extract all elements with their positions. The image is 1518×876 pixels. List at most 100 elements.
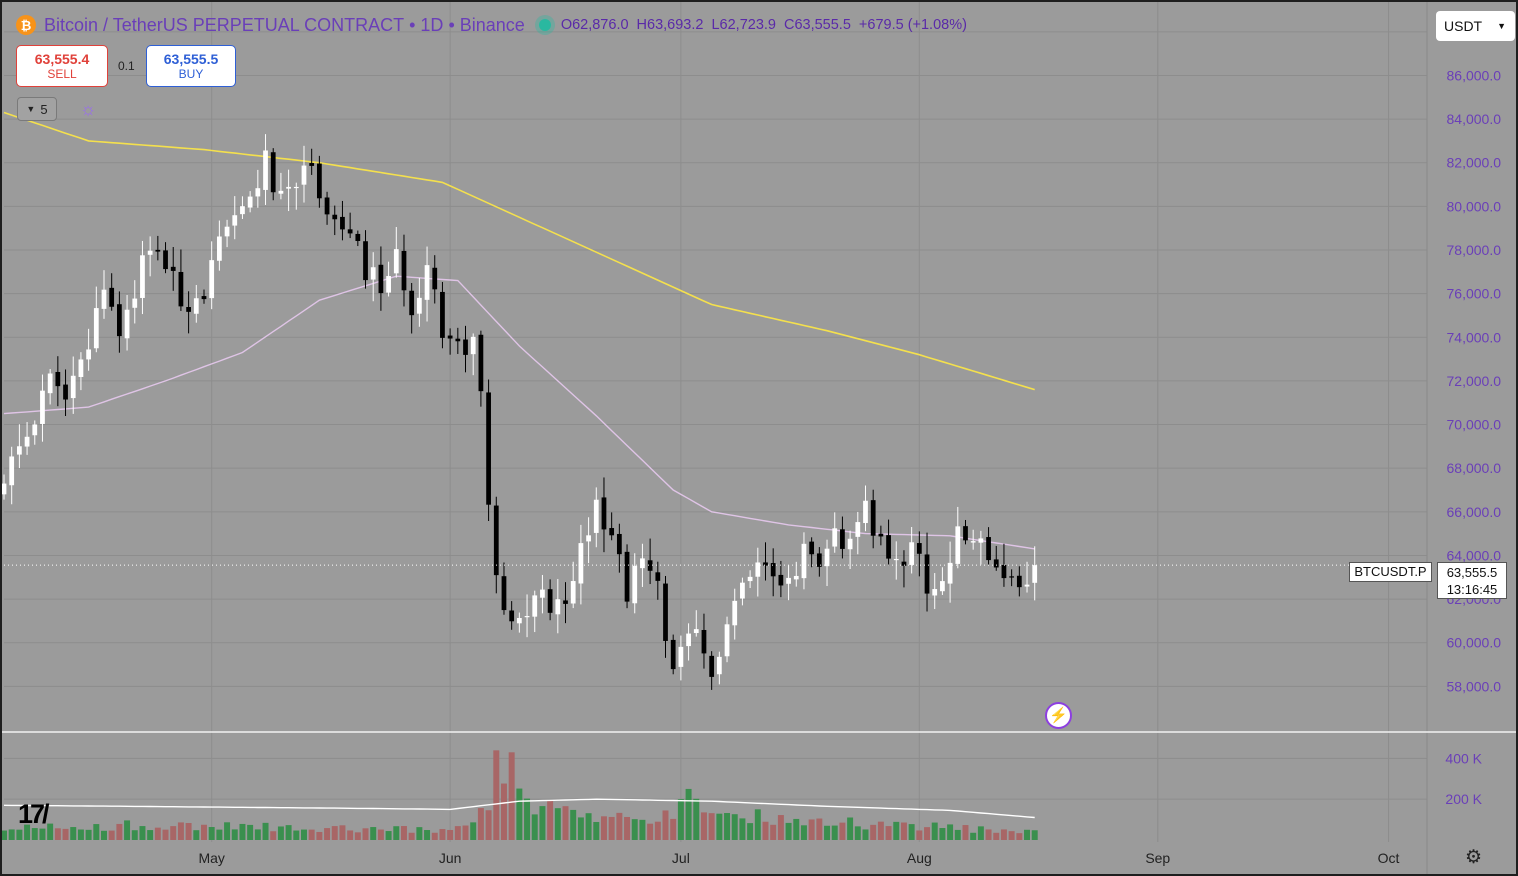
volume-bar <box>647 823 654 840</box>
candle-body <box>963 526 968 541</box>
volume-bar <box>870 824 877 840</box>
candle-body <box>801 543 807 579</box>
buy-button[interactable]: 63,555.5 BUY <box>146 45 236 87</box>
price-axis-label: 72,000.0 <box>1447 373 1502 389</box>
volume-bar <box>831 825 838 840</box>
volume-bar <box>400 826 407 840</box>
volume-bar <box>762 821 769 840</box>
time-axis-label: Oct <box>1378 850 1400 866</box>
candle-body <box>370 267 376 280</box>
candle-body <box>55 371 61 387</box>
volume-bar <box>539 806 546 840</box>
candle-body <box>524 616 530 618</box>
candle-body <box>163 250 168 270</box>
volume-bar <box>54 828 61 840</box>
candle-body <box>178 271 184 307</box>
candle-body <box>640 558 645 569</box>
volume-bar <box>424 830 431 840</box>
volume-bar <box>124 820 131 840</box>
indicators-toggle-button[interactable]: ▼ 5 <box>17 97 57 121</box>
tradingview-logo[interactable]: 17/ <box>18 799 50 829</box>
candle-body <box>970 541 976 543</box>
price-axis-label: 64,000.0 <box>1447 547 1502 563</box>
candle-body <box>878 533 884 537</box>
indicator-settings-icon[interactable]: ☼ <box>79 99 97 119</box>
open-value: O62,876.0 <box>560 17 629 33</box>
candle-body <box>532 595 538 617</box>
volume-bar <box>70 827 77 840</box>
lightning-alert-icon[interactable]: ⚡ <box>1045 702 1072 729</box>
candle-body <box>116 304 122 337</box>
symbol-title[interactable]: Bitcoin / TetherUS PERPETUAL CONTRACT <box>44 14 405 35</box>
candle-body <box>140 255 145 298</box>
volume-bar <box>177 822 184 840</box>
exchange-label[interactable]: Binance <box>459 14 525 35</box>
price-axis-label: 78,000.0 <box>1447 242 1502 258</box>
volume-bar <box>624 816 631 840</box>
candle-body <box>547 589 553 613</box>
candle-body <box>886 535 891 559</box>
volume-bar <box>8 829 15 840</box>
volume-bar <box>862 829 869 840</box>
candle-body <box>224 226 230 237</box>
volume-bar <box>816 818 823 840</box>
candle-body <box>432 267 438 290</box>
candle-body <box>909 542 915 565</box>
candle-body <box>701 629 707 654</box>
currency-select[interactable]: USDT ▼ <box>1436 11 1515 41</box>
volume-bar <box>408 832 415 840</box>
volume-bar <box>770 824 777 840</box>
candle-body <box>693 629 699 634</box>
candle-body <box>870 500 876 536</box>
candle-body <box>955 526 961 564</box>
candle-body <box>763 562 768 566</box>
change-value: +679.5 (+1.08%) <box>858 17 967 33</box>
candle-body <box>40 390 45 424</box>
candle-body <box>786 577 791 584</box>
price-axis-label: 60,000.0 <box>1447 635 1502 651</box>
volume-bar <box>277 826 284 840</box>
time-axis-label: Aug <box>907 850 932 866</box>
last-price-value: 63,555.5 <box>1446 565 1498 580</box>
candle-body <box>240 206 245 215</box>
candle-body <box>324 197 330 215</box>
candle-body <box>978 538 984 543</box>
volume-bar <box>739 818 746 840</box>
candle-body <box>1024 584 1030 587</box>
sell-button[interactable]: 63,555.4 SELL <box>16 45 108 87</box>
chart-settings-gear-icon[interactable]: ⚙ <box>1465 847 1483 868</box>
volume-bar <box>631 819 638 840</box>
volume-bar <box>593 821 600 840</box>
volume-bar <box>39 828 46 840</box>
volume-bar <box>393 826 400 840</box>
volume-bar <box>547 800 554 840</box>
candle-body <box>940 581 945 592</box>
candle-body <box>755 562 761 577</box>
candle-body <box>416 297 422 314</box>
volume-bar <box>570 809 577 840</box>
volume-bar <box>724 813 731 840</box>
low-value: L62,723.9 <box>711 17 776 33</box>
candle-body <box>670 639 676 670</box>
volume-bar <box>193 830 200 840</box>
volume-bar <box>954 829 961 840</box>
volume-bar <box>201 824 207 840</box>
candle-body <box>340 216 345 230</box>
volume-bar <box>600 816 607 840</box>
candle-body <box>124 309 130 339</box>
chevron-down-icon: ▼ <box>26 104 36 114</box>
volume-bar <box>239 823 246 840</box>
candle-body <box>255 188 261 197</box>
candle-body <box>632 565 638 604</box>
volume-bar <box>924 827 931 840</box>
volume-bar <box>108 830 115 840</box>
volume-bar <box>500 783 507 840</box>
candle-body <box>209 260 215 299</box>
candle-body <box>740 582 745 599</box>
volume-bar <box>639 819 646 840</box>
sell-price: 63,555.4 <box>34 51 90 67</box>
interval-label[interactable]: 1D <box>420 14 444 35</box>
price-axis-label: 70,000.0 <box>1447 417 1502 433</box>
candle-body <box>147 250 153 255</box>
